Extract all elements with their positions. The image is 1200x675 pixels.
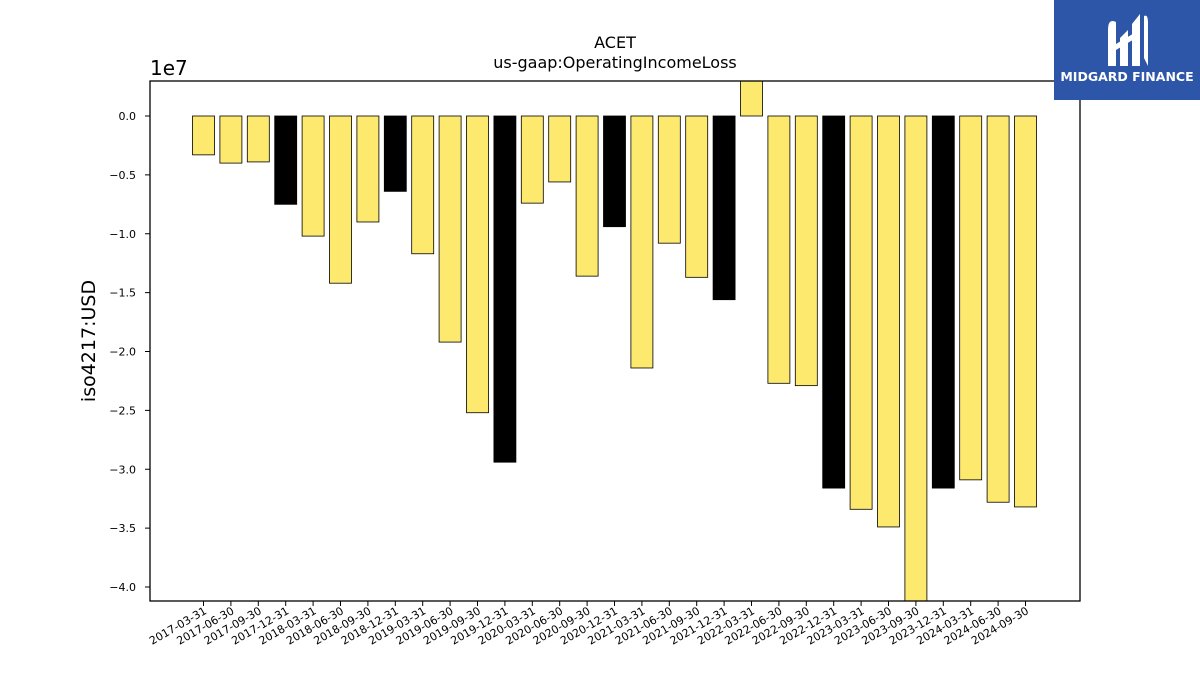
bar [383,115,407,192]
bar [685,115,709,278]
y-tick-label: 0.0 [119,110,137,123]
bar [603,115,626,228]
bar [575,115,599,277]
bar [411,115,435,255]
bar [1014,115,1037,508]
bar [931,115,955,489]
y-axis: 0.0 −0.5 −1.0 −1.5 −2.0 −2.5 −3.0 −3.5 −4.0 [109,110,150,594]
bar [246,115,270,163]
bar [740,80,763,117]
bar [520,115,544,204]
bar [274,115,298,205]
bar [548,115,572,183]
bar [657,115,681,244]
bar [219,115,243,164]
bar [192,115,215,156]
bar [822,115,846,489]
bar [466,115,489,414]
bar [904,115,928,602]
bar [630,115,654,369]
y-tick-label: −2.0 [109,346,136,359]
bar [712,115,736,301]
bar [877,115,900,528]
chart-title: ACET [594,33,636,52]
bar [849,115,873,510]
bar [493,115,517,463]
bars-group [192,80,1037,602]
logo-text: MIDGARD FINANCE [1060,69,1194,84]
y-tick-label: −1.0 [109,228,136,241]
y-tick-label: −2.5 [109,404,136,417]
x-axis: 2017-03-312017-06-302017-09-302017-12-31… [147,601,1031,648]
bar [767,115,791,384]
y-tick-label: −0.5 [109,169,136,182]
y-axis-label: iso4217:USD [78,280,100,402]
y-tick-label: −3.0 [109,463,136,476]
logo: MIDGARD FINANCE [1054,0,1200,100]
y-offset-label: 1e7 [150,56,188,80]
bar [356,115,380,223]
plot-frame [149,80,1081,602]
bar [438,115,462,343]
bar [329,115,352,284]
midgard-m-icon [1108,14,1148,67]
bar [301,115,325,237]
bar [794,115,818,387]
y-tick-label: −3.5 [109,522,136,535]
chart-subtitle: us-gaap:OperatingIncomeLoss [493,53,737,72]
bar [959,115,983,481]
bar [986,115,1010,503]
y-tick-label: −4.0 [109,581,136,594]
y-tick-label: −1.5 [109,287,136,300]
